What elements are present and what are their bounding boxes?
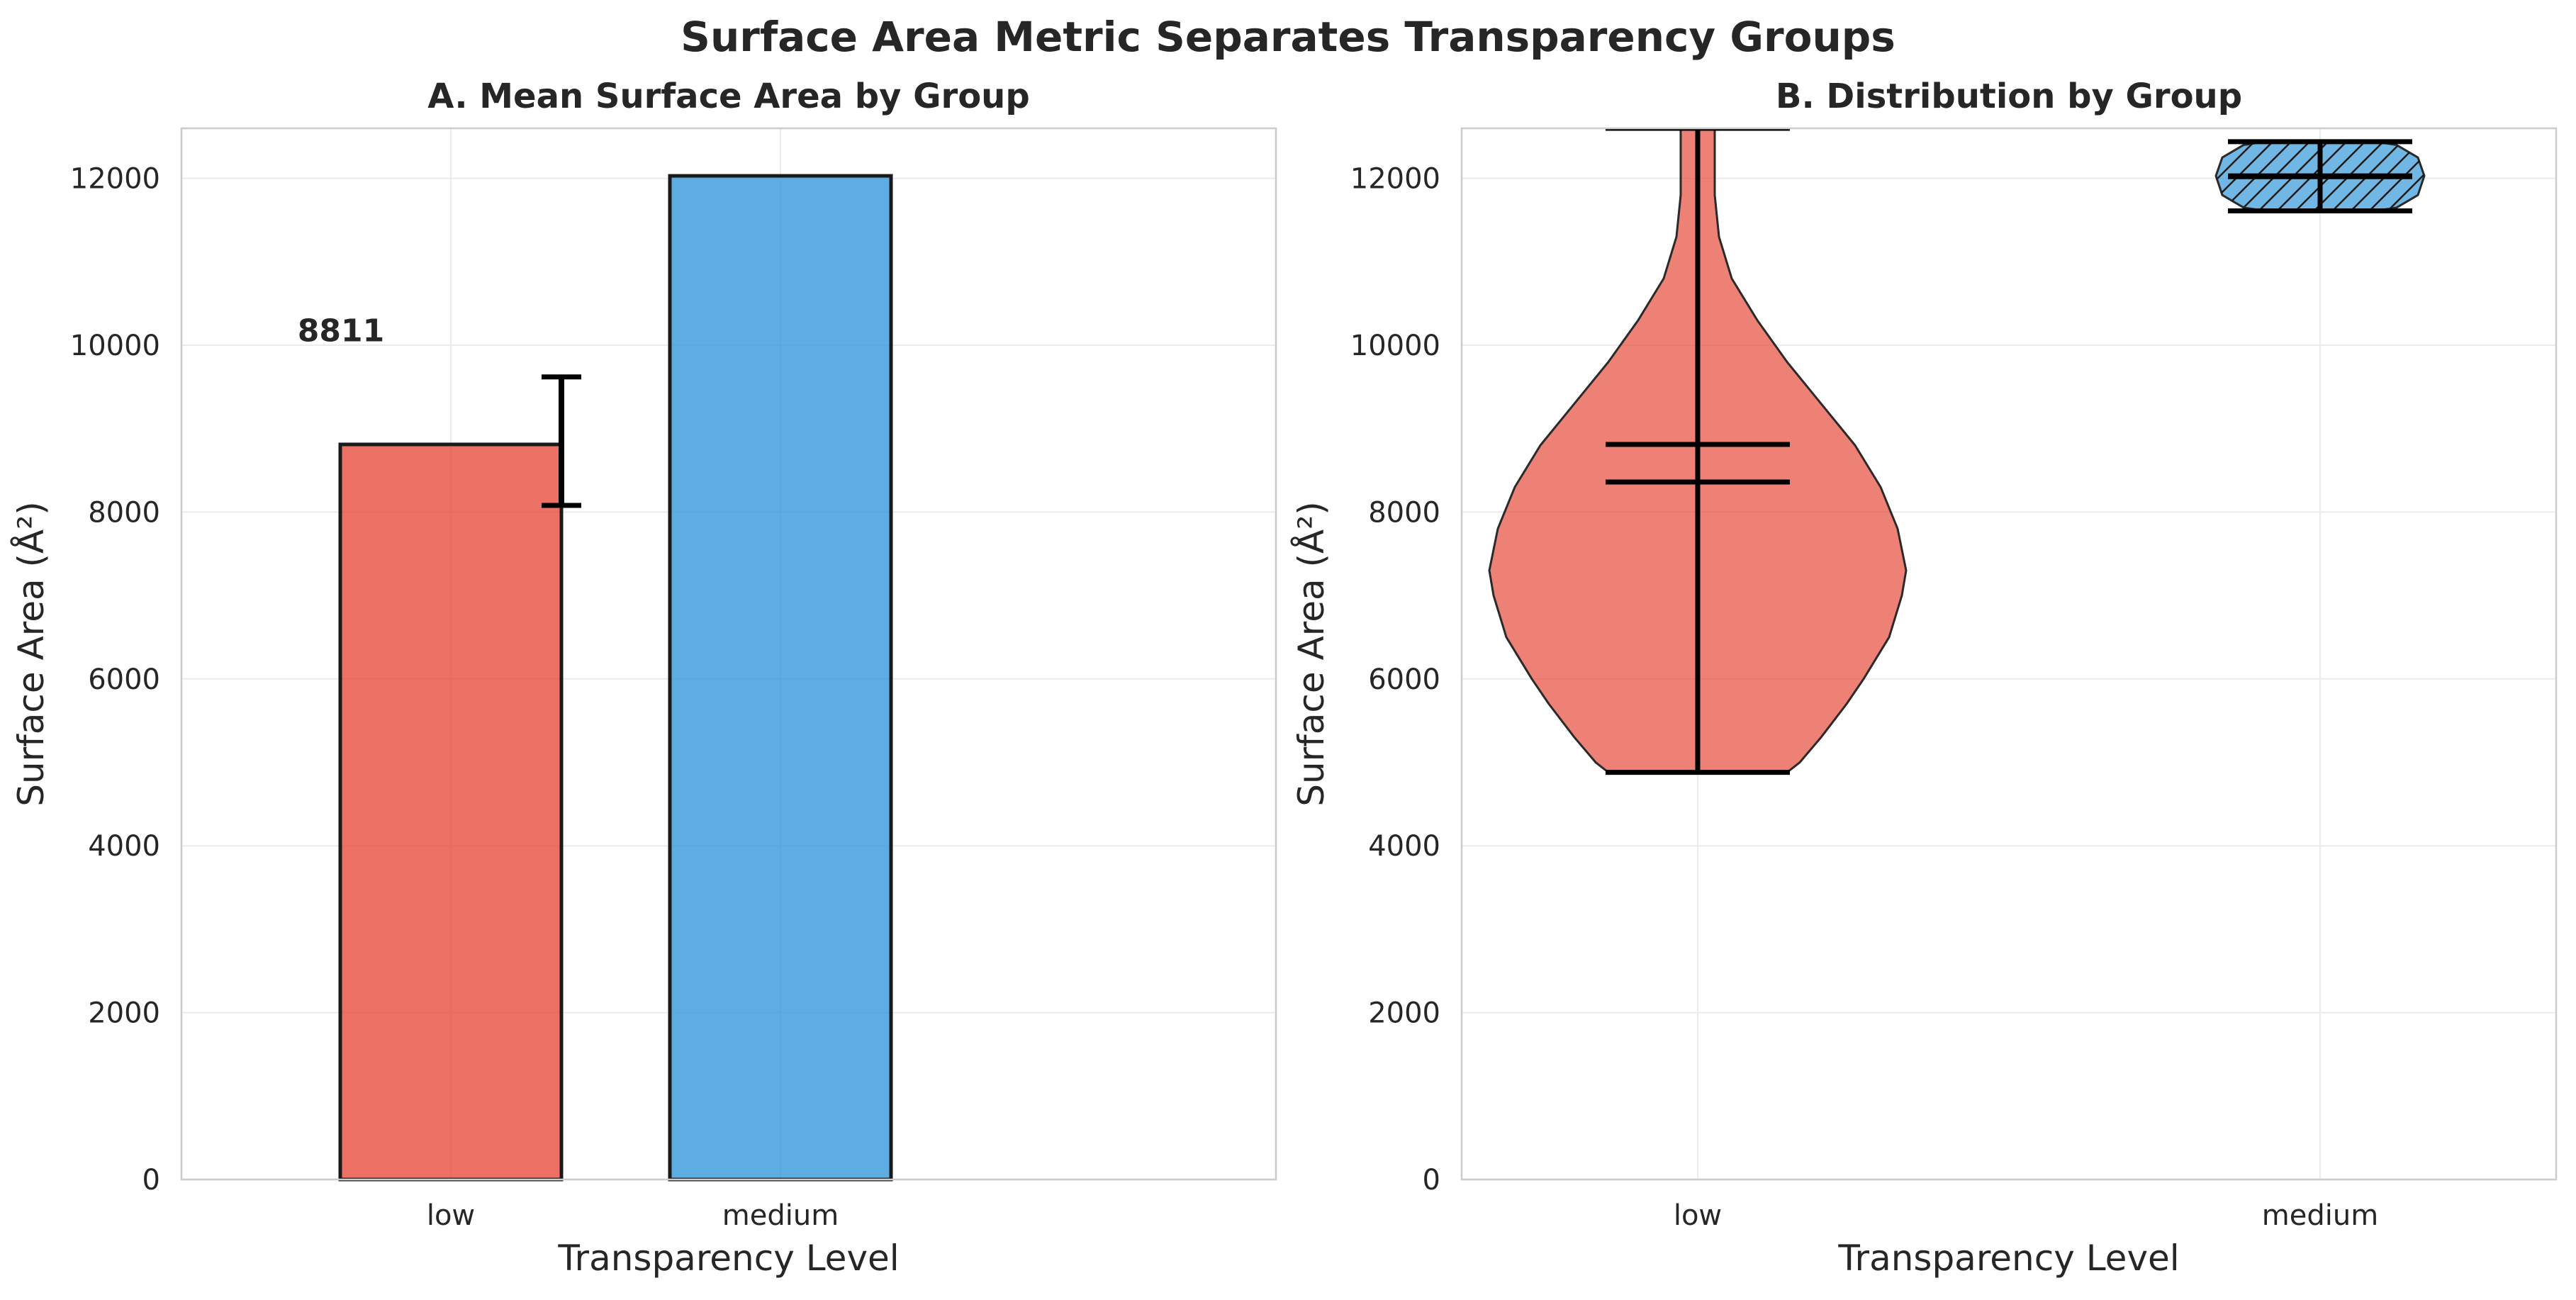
panel-title: B. Distribution by Group	[1776, 77, 2242, 116]
x-axis-label: Transparency Level	[1837, 1238, 2179, 1279]
x-tick-label: medium	[722, 1199, 839, 1232]
violin-layer	[1488, 128, 2426, 775]
y-tick-label: 10000	[70, 330, 160, 362]
bar-low	[338, 442, 564, 1182]
x-tick-label: medium	[2262, 1199, 2378, 1232]
y-tick-label: 6000	[1368, 663, 1440, 696]
x-tick-label: low	[427, 1199, 475, 1232]
y-tick-label: 4000	[1368, 830, 1440, 863]
y-tick-label: 2000	[1368, 997, 1440, 1030]
y-tick-label: 8000	[1368, 496, 1440, 529]
y-tick-label: 0	[142, 1164, 160, 1197]
y-tick-label: 2000	[88, 997, 160, 1030]
panel-a: 0 2000 4000 6000 8000 10000 12000 low medium A. M…	[11, 77, 1277, 1279]
panel-b: 0 2000 4000 6000 8000 10000 12000 low medium B. D…	[1291, 77, 2558, 1279]
y-tick-label: 4000	[88, 830, 160, 863]
y-axis-label: Surface Area (Å²)	[1291, 501, 1332, 807]
y-axis-label: Surface Area (Å²)	[11, 501, 52, 807]
bar-medium	[668, 174, 893, 1182]
y-tick-label: 12000	[1350, 163, 1440, 196]
y-tick-label: 0	[1423, 1164, 1440, 1197]
figure-title: Surface Area Metric Separates Transparen…	[681, 13, 1895, 61]
panel-title: A. Mean Surface Area by Group	[427, 77, 1029, 116]
y-tick-label: 6000	[88, 663, 160, 696]
y-tick-label: 10000	[1350, 330, 1440, 362]
x-axis-label: Transparency Level	[557, 1238, 899, 1279]
plot-frame	[1460, 127, 2558, 1181]
bar-value-label: 8811	[298, 313, 384, 349]
y-tick-label: 12000	[70, 163, 160, 196]
y-tick-label: 8000	[88, 496, 160, 529]
x-tick-label: low	[1674, 1199, 1722, 1232]
plot-frame	[180, 127, 1277, 1181]
